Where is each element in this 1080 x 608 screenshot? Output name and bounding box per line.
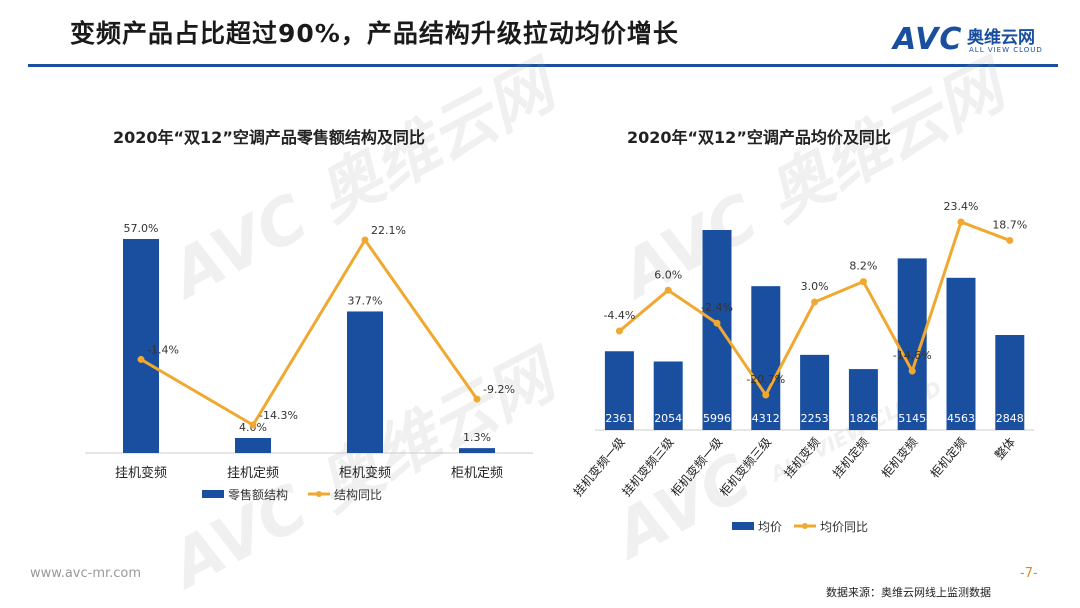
chart2-line-label-8: 18.7% (992, 218, 1027, 231)
footer-url: www.avc-mr.com (30, 566, 142, 581)
chart1-legend-bar-label: 零售额结构 (228, 487, 288, 502)
chart1-line-point-1 (249, 421, 257, 429)
chart2-bar-label-1: 2054 (654, 412, 682, 425)
chart2-line-point-1 (664, 286, 672, 294)
logo-en-text: ALL VIEW CLOUD (969, 46, 1043, 54)
logo-avc-text: AVC (893, 22, 963, 57)
chart2-line-label-0: -4.4% (603, 309, 635, 322)
chart2-legend-bar-label: 均价 (758, 520, 782, 534)
chart1-line-label-2: 22.1% (371, 224, 406, 237)
chart2-bar-5 (848, 369, 878, 430)
chart2-bar-7 (946, 277, 976, 430)
chart2-bar-label-8: 2848 (996, 412, 1024, 425)
chart1-category-3: 柜机定频 (451, 466, 503, 481)
chart1-legend-bar-swatch (202, 490, 224, 498)
logo-cn-text: 奥维云网 (967, 28, 1035, 48)
chart2-bar-2 (702, 230, 732, 430)
chart1-line-series (140, 237, 479, 428)
chart1-legend-line-label: 结构同比 (334, 487, 382, 502)
chart2-bar-label-0: 2361 (605, 412, 633, 425)
chart2-line-point-8 (1006, 236, 1014, 244)
chart2-category-5: 挂机定频 (829, 434, 871, 480)
chart1-bar-label-3: 1.3% (463, 431, 491, 444)
chart1-line-point-2 (361, 236, 369, 244)
chart2-category-6: 柜机变频 (878, 434, 920, 480)
chart2-bar-label-3: 4312 (752, 412, 780, 425)
chart2-category-7: 柜机定频 (927, 434, 969, 480)
chart1-bar-3 (459, 448, 495, 453)
chart1-bar-2 (347, 311, 383, 453)
chart1-line-point-0 (137, 355, 145, 363)
chart2-category-8: 整体 (991, 434, 1018, 462)
chart2-line-label-7: 23.4% (944, 200, 979, 213)
chart1-legend-line-dot (316, 491, 322, 497)
chart2-legend-line-label: 均价同比 (820, 520, 868, 534)
chart2-bar-label-4: 2253 (801, 412, 829, 425)
header-divider (28, 64, 1058, 67)
chart2-title: 2020年“双12”空调产品均价及同比 (627, 128, 891, 147)
chart1-title: 2020年“双12”空调产品零售额结构及同比 (113, 128, 425, 147)
page-title: 变频产品占比超过90%，产品结构升级拉动均价增长 (70, 19, 679, 48)
chart2-bar-4 (800, 354, 830, 430)
chart1-category-1: 挂机定频 (227, 466, 279, 481)
chart2-line-point-2 (713, 319, 721, 327)
chart2-line-point-5 (859, 278, 867, 286)
chart2-line-label-1: 6.0% (654, 268, 682, 281)
chart1-category-2: 柜机变频 (339, 465, 391, 481)
chart2-bar-3 (751, 286, 781, 430)
chart2-line-label-2: -2.4% (701, 301, 733, 314)
chart1-line-label-3: -9.2% (483, 383, 515, 396)
chart1-bar-label-2: 37.7% (348, 294, 383, 307)
chart2-bar-label-6: 5145 (898, 412, 926, 425)
chart2-line-label-4: 3.0% (801, 280, 829, 293)
chart1-line-point-3 (473, 395, 481, 403)
chart1-bar-1 (235, 437, 271, 453)
chart2-bar-0 (604, 351, 634, 430)
brand-logo: AVC 奥维云网 ALL VIEW CLOUD (893, 22, 1063, 62)
chart2-bar-label-7: 4563 (947, 412, 975, 425)
page-number: -7- (1020, 566, 1038, 581)
chart2-line-point-6 (908, 367, 916, 375)
chart1-bar-label-0: 57.0% (124, 222, 159, 235)
chart2-bar-8 (995, 335, 1025, 430)
chart1-bar-0 (123, 239, 159, 453)
chart2-line-label-3: -20.7% (746, 373, 785, 386)
chart2-bar-1 (653, 361, 683, 430)
chart2-bar-label-2: 5996 (703, 412, 731, 425)
chart1-svg: 57.0%挂机变频4.0%挂机定频37.7%柜机变频1.3%柜机定频-1.4%-… (85, 222, 533, 502)
data-source: 数据来源：奥维云网线上监测数据 (826, 586, 991, 599)
chart2-bar-label-5: 1826 (849, 412, 877, 425)
chart2-legend-bar-swatch (732, 522, 754, 530)
chart1-line-label-1: -14.3% (259, 409, 298, 422)
chart2-line-point-4 (811, 298, 819, 306)
chart2-category-4: 挂机变频 (781, 434, 823, 480)
chart1-category-0: 挂机变频 (115, 465, 167, 481)
chart2-line-label-6: -14.6% (893, 349, 932, 362)
chart2-legend-line-dot (802, 523, 808, 529)
chart2-line-label-5: 8.2% (849, 260, 877, 273)
chart2-line-point-0 (615, 327, 623, 335)
chart2-line-point-7 (957, 218, 965, 226)
chart1-line-label-0: -1.4% (147, 343, 179, 356)
chart2-svg: 2361挂机变频一级2054挂机变频三级5996柜机变频一级4312柜机变频三级… (570, 200, 1034, 534)
chart2-line-point-3 (762, 391, 770, 399)
